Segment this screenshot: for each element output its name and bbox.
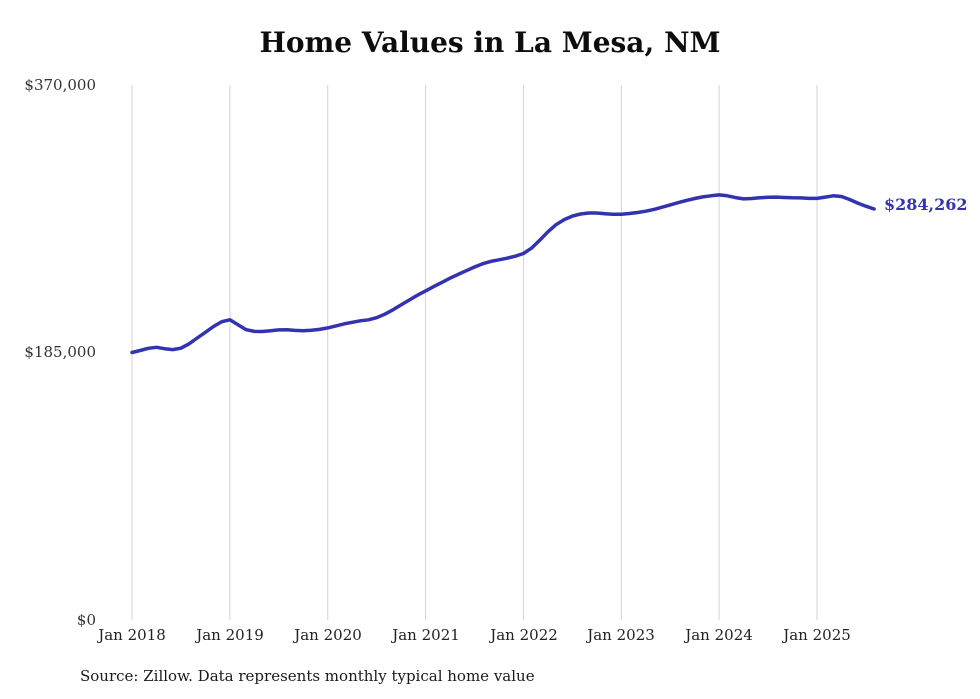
x-axis-tick-label-jan-2025: Jan 2025 — [783, 626, 851, 644]
y-axis-tick-label-0: $0 — [76, 611, 96, 629]
y-axis-tick-label-370000: $370,000 — [24, 76, 96, 94]
x-axis-tick-label-jan-2022: Jan 2022 — [490, 626, 558, 644]
x-axis-tick-label-jan-2019: Jan 2019 — [196, 626, 264, 644]
x-axis-tick-label-jan-2023: Jan 2023 — [587, 626, 655, 644]
x-axis-tick-label-jan-2018: Jan 2018 — [98, 626, 166, 644]
x-axis-tick-label-jan-2021: Jan 2021 — [392, 626, 460, 644]
x-axis-tick-label-jan-2024: Jan 2024 — [685, 626, 753, 644]
source-note: Source: Zillow. Data represents monthly … — [80, 667, 535, 685]
x-axis-tick-label-jan-2020: Jan 2020 — [294, 626, 362, 644]
y-axis-tick-label-185000: $185,000 — [24, 343, 96, 361]
home-value-series-line — [130, 193, 876, 355]
latest-value-label: $284,262 — [884, 195, 968, 214]
chart-title: Home Values in La Mesa, NM — [259, 26, 721, 59]
